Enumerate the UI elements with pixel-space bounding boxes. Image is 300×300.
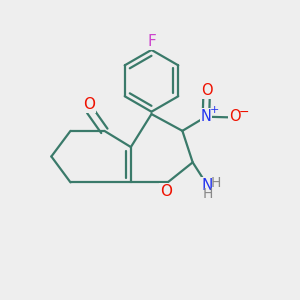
Text: N: N: [200, 109, 211, 124]
Text: O: O: [201, 83, 212, 98]
Text: +: +: [210, 105, 220, 115]
Text: H: H: [211, 176, 221, 190]
Text: −: −: [239, 106, 250, 118]
Text: O: O: [229, 109, 240, 124]
Text: O: O: [160, 184, 172, 199]
Text: N: N: [201, 178, 212, 193]
Text: F: F: [147, 34, 156, 49]
Text: H: H: [203, 187, 214, 201]
Text: O: O: [83, 98, 95, 112]
